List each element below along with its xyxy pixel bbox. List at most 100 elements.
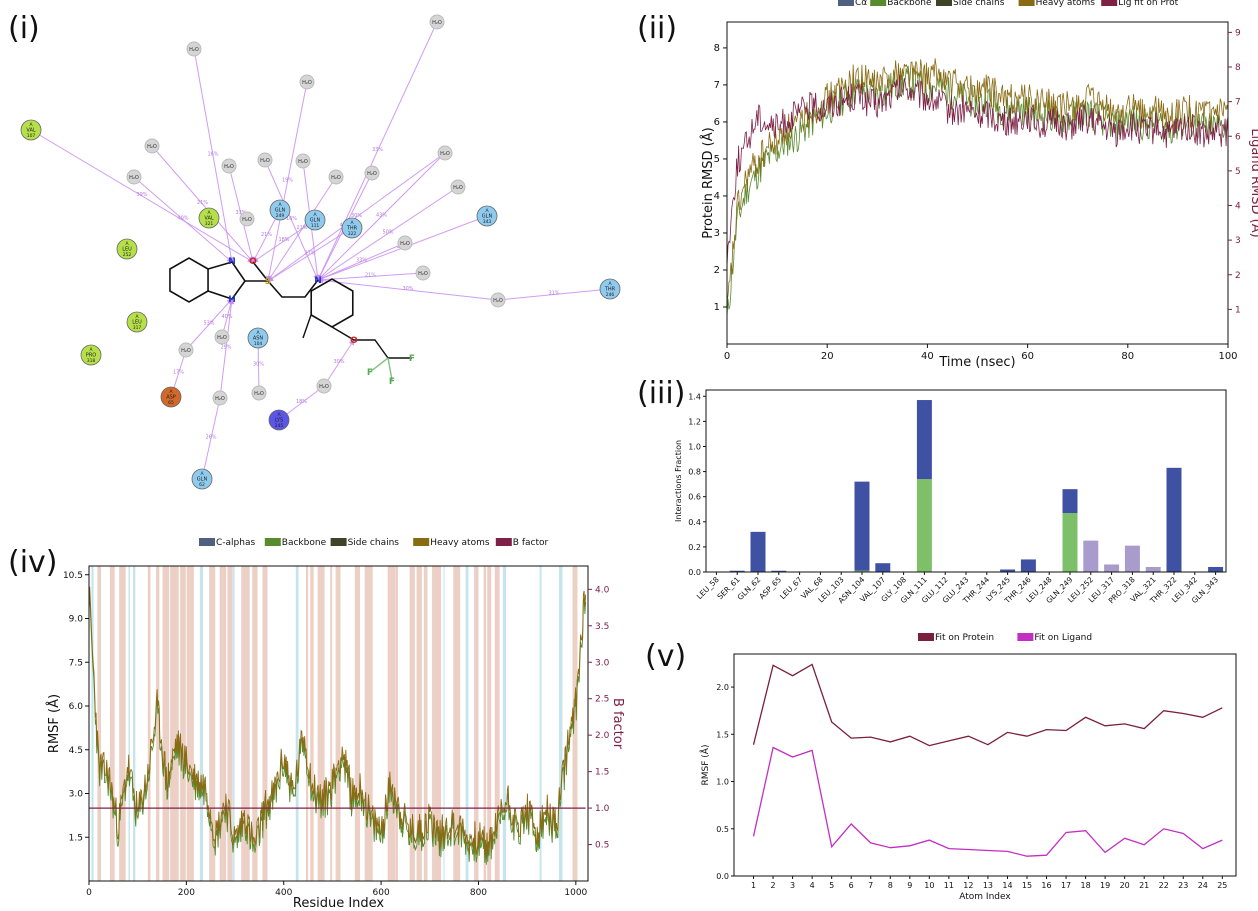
helix-band (147, 566, 151, 881)
residue-chain: A (207, 210, 211, 216)
x-tick-label: 0 (86, 888, 92, 898)
interaction-percent: 39% (136, 192, 147, 198)
legend-swatch (330, 538, 347, 546)
rmsf-plot-frame (88, 565, 589, 882)
interaction-arrow (219, 298, 235, 399)
interaction-bar (854, 570, 870, 572)
y2-tick-label: 5 (1235, 167, 1241, 177)
interaction-percent: 21% (197, 200, 208, 206)
imidazole-ring (207, 261, 246, 300)
x-tick-label: 9 (907, 881, 912, 890)
residue-chain: A (278, 202, 282, 208)
x-axis-title: Atom Index (959, 892, 1011, 902)
ligand-interaction-diagram: 33% 16% 19% 21% 40% 30% 43% 50% 33% 21% 30% 31% 40% 5… (20, 14, 621, 490)
water-node (490, 292, 506, 308)
interaction-bar (1166, 467, 1182, 572)
y-tick-label: 4.5 (69, 746, 83, 756)
interaction-arrow (267, 176, 337, 282)
rmsf-series-line (88, 586, 587, 858)
water-label: H₂O (302, 80, 312, 86)
interaction-bar (875, 563, 891, 572)
helix-band (170, 566, 179, 881)
interaction-arrow (317, 272, 424, 283)
water-node (251, 385, 267, 401)
water-label: H₂O (440, 151, 450, 157)
residue-number: 104 (254, 341, 263, 347)
interaction-bar (916, 400, 932, 480)
y-tick-label: 4 (714, 191, 720, 202)
y2-tick-label: 3.5 (595, 622, 609, 632)
water-label: H₂O (129, 175, 139, 181)
y-tick-label: 0.5 (716, 825, 729, 834)
y-tick-label: 1 (714, 302, 720, 313)
residue-chain: A (29, 122, 33, 128)
water-node (178, 342, 194, 358)
protein-rmsf-chart: C-alphas Backbone Side chains Heavy atoms B … (46, 538, 625, 911)
residue-chain: A (135, 314, 139, 320)
x-tick-label: 200 (178, 888, 195, 898)
helix-band (219, 566, 227, 881)
y-axis-title: Interactions Fraction (674, 440, 683, 522)
residue-chain: A (313, 212, 317, 218)
interaction-bar (1208, 566, 1224, 572)
strand-band (465, 566, 469, 881)
x-tick-label: 60 (1021, 351, 1034, 362)
interaction-percent: 29% (220, 345, 231, 351)
strand-band (443, 566, 445, 881)
legend-swatch (918, 633, 934, 641)
residue-node (198, 207, 220, 229)
y2-axis-title: B factor (610, 698, 625, 750)
x-tick-label: 0 (724, 351, 730, 362)
y-axis-title: RMSF (Å) (699, 745, 711, 786)
atom-label: S (265, 277, 271, 287)
interaction-percent: 30% (402, 286, 413, 292)
rmsd-series-line (726, 58, 1229, 301)
legend-swatch (936, 0, 952, 6)
x-tick-label: 14 (1002, 881, 1012, 890)
interaction-bar (854, 481, 870, 571)
residue-name: ASP (166, 395, 176, 401)
residue-node (268, 409, 290, 431)
helix-band (209, 566, 216, 881)
water-label: H₂O (217, 335, 227, 341)
residue-name: ASN (253, 336, 264, 342)
helix-band (453, 566, 461, 881)
legend-swatch (413, 538, 430, 546)
ligand-rmsf-line (752, 746, 1223, 857)
water-node (295, 153, 311, 169)
y-tick-label: 0.0 (688, 568, 701, 577)
interaction-bar (1124, 545, 1140, 572)
x-tick-label: 15 (1022, 881, 1032, 890)
residue-name: GLN (275, 208, 286, 214)
residue-number: 246 (606, 292, 615, 298)
helix-band (494, 566, 500, 881)
helix-band (180, 566, 186, 881)
strand-band (199, 566, 204, 881)
water-node (397, 235, 413, 251)
interaction-percent: 18% (278, 237, 289, 243)
interaction-arrow (267, 152, 446, 282)
interaction-arrow (497, 286, 611, 301)
interaction-bar (750, 531, 766, 572)
x-tick-label: 8 (888, 881, 893, 890)
residue-node (247, 327, 269, 349)
residue-number: 318 (87, 358, 96, 364)
legend-label: Lig fit on Prot (1118, 0, 1178, 8)
interaction-percent: 17% (173, 370, 184, 376)
water-label: H₂O (254, 391, 264, 397)
residue-chain: A (256, 330, 260, 336)
residue-node (476, 205, 498, 227)
residue-number: 111 (311, 223, 320, 229)
atom-label: N (314, 276, 322, 286)
y-tick-label: 1.5 (69, 833, 83, 843)
interaction-percent: 26% (205, 435, 216, 441)
residue-number: 317 (133, 325, 142, 331)
water-node (212, 390, 228, 406)
interaction-bar (771, 570, 787, 572)
strand-band (539, 566, 542, 881)
x-tick-label: 22 (1159, 881, 1169, 890)
y-tick-label: 9.0 (69, 615, 84, 625)
interaction-arrow (133, 176, 233, 263)
x-tick-label: 20 (1120, 881, 1130, 890)
y-tick-label: 1.0 (716, 778, 729, 787)
